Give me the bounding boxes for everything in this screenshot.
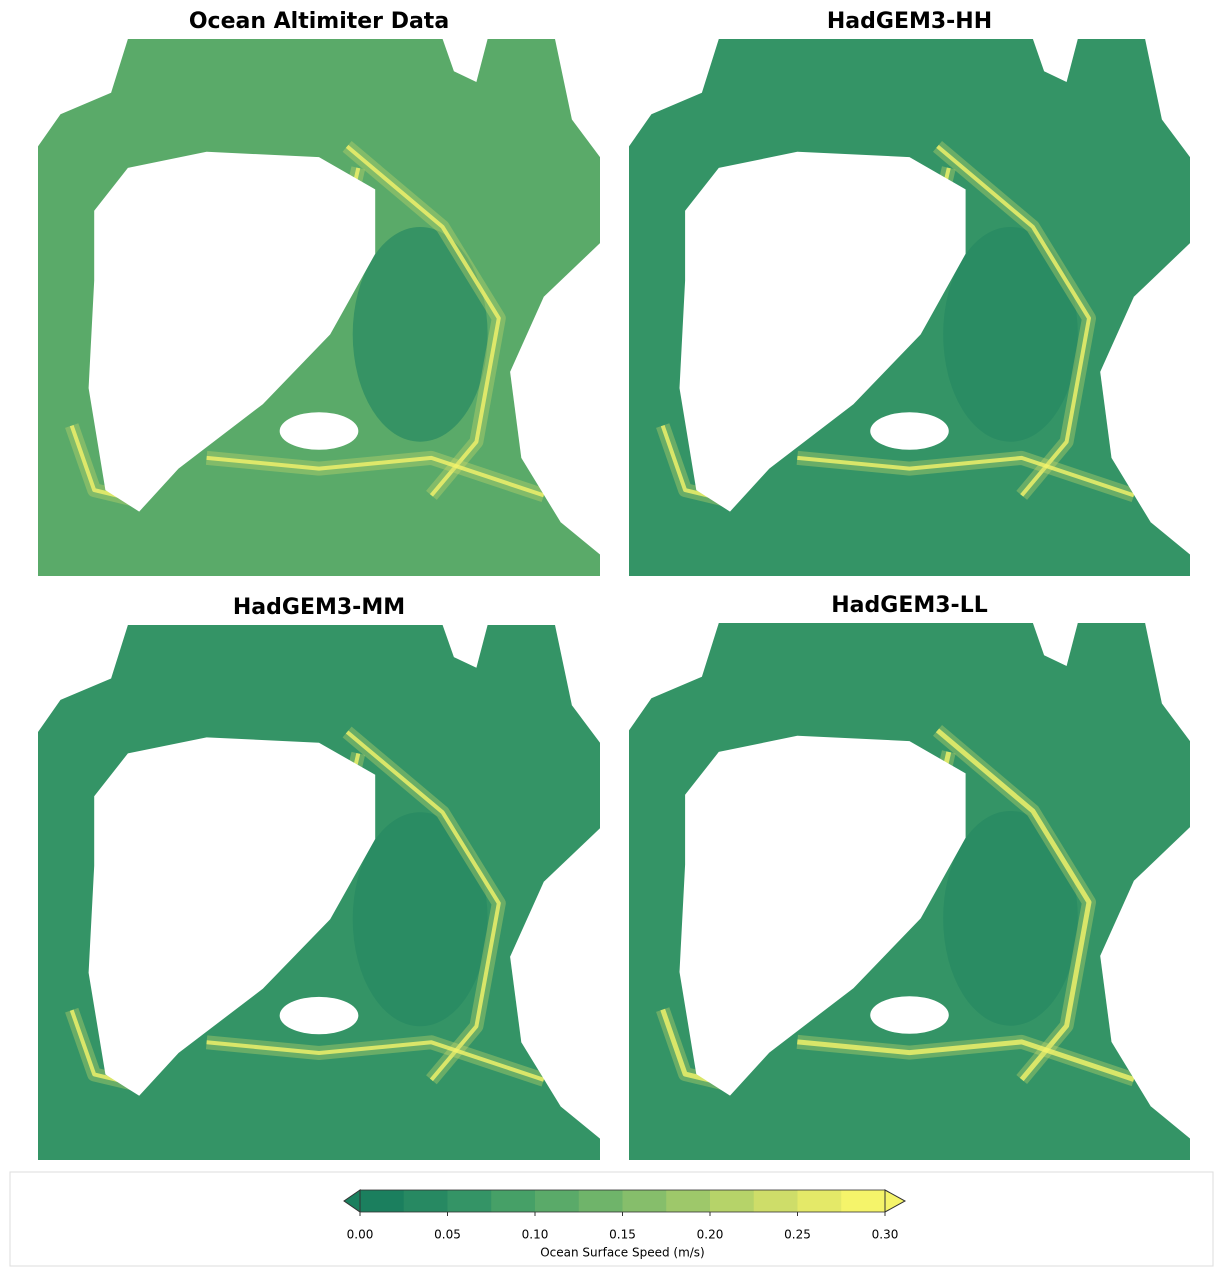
iceland [280, 412, 359, 450]
panel-title: HadGEM3-LL [831, 593, 987, 618]
colorbar-tick-label: 0.10 [522, 1228, 549, 1242]
colorbar-bin [491, 1190, 535, 1212]
panel-title: HadGEM3-MM [233, 595, 405, 620]
panel-title: Ocean Altimiter Data [189, 9, 449, 34]
iceland [870, 412, 949, 450]
map-body [629, 623, 1190, 1160]
map-body [38, 39, 600, 576]
map-body [629, 39, 1190, 576]
colorbar-bin [360, 1190, 404, 1212]
colorbar-bin [623, 1190, 667, 1212]
colorbar-bin [798, 1190, 842, 1212]
colorbar-tick-label: 0.25 [784, 1228, 811, 1242]
colorbar-tick-label: 0.20 [697, 1228, 724, 1242]
map-panel [38, 39, 600, 576]
colorbar-label: Ocean Surface Speed (m/s) [540, 1246, 705, 1260]
map-panel [38, 625, 600, 1160]
colorbar-bin [404, 1190, 448, 1212]
colorbar-bin [754, 1190, 798, 1212]
panel-title: HadGEM3-HH [827, 9, 992, 34]
map-body [38, 625, 600, 1160]
colorbar-bin [448, 1190, 492, 1212]
colorbar-tick-label: 0.05 [434, 1228, 461, 1242]
colorbar-tick-label: 0.30 [872, 1228, 899, 1242]
map-panel [629, 39, 1190, 576]
colorbar-tick-label: 0.00 [347, 1228, 374, 1242]
colorbar-bin [710, 1190, 754, 1212]
iceland [280, 997, 359, 1034]
colorbar-bin [535, 1190, 579, 1212]
map-panel [629, 623, 1190, 1160]
iceland [870, 996, 949, 1034]
figure: Ocean Altimiter Data HadGEM3-HH HadGEM3-MM… [0, 0, 1214, 1268]
colorbar-bin [579, 1190, 623, 1212]
colorbar-bin [666, 1190, 710, 1212]
colorbar-bin [841, 1190, 885, 1212]
colorbar-tick-label: 0.15 [609, 1228, 636, 1242]
